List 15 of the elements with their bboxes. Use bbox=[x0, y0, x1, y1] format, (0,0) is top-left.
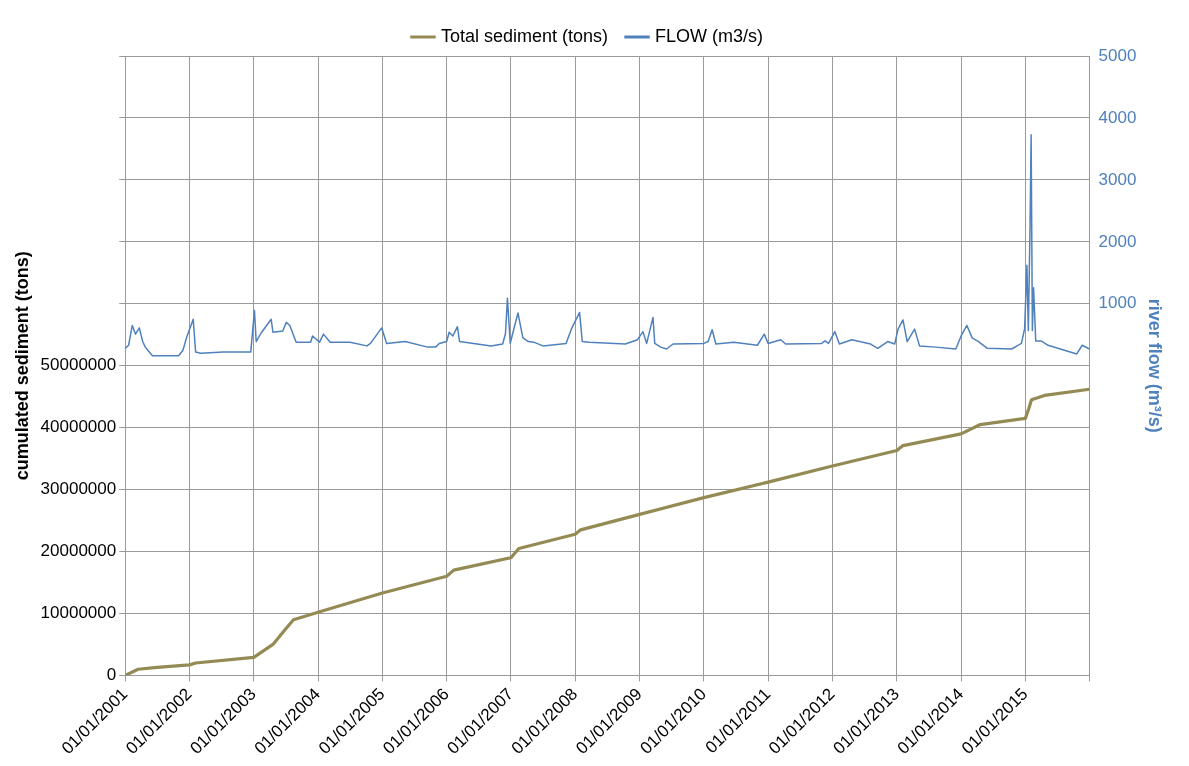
legend-label: FLOW (m3/s) bbox=[655, 25, 764, 46]
y-tick-label: 20000000 bbox=[40, 541, 117, 561]
y-tick-label: 10000000 bbox=[40, 603, 117, 623]
y-axis-title: cumulated sediment (tons) bbox=[11, 251, 32, 481]
y2-tick-label: 2000 bbox=[1098, 231, 1137, 251]
y2-axis-title: river flow (m³/s) bbox=[1145, 298, 1166, 433]
y-tick-label: 0 bbox=[106, 665, 117, 685]
y-tick-label: 40000000 bbox=[40, 417, 117, 437]
legend-label: Total sediment (tons) bbox=[440, 25, 609, 46]
y2-tick-label: 4000 bbox=[1098, 107, 1137, 127]
y-tick-label: 50000000 bbox=[40, 355, 117, 375]
y-tick-label: 30000000 bbox=[40, 479, 117, 499]
y2-tick-label: 5000 bbox=[1098, 45, 1137, 65]
y2-tick-label: 1000 bbox=[1098, 293, 1137, 313]
y2-tick-label: 3000 bbox=[1098, 169, 1137, 189]
